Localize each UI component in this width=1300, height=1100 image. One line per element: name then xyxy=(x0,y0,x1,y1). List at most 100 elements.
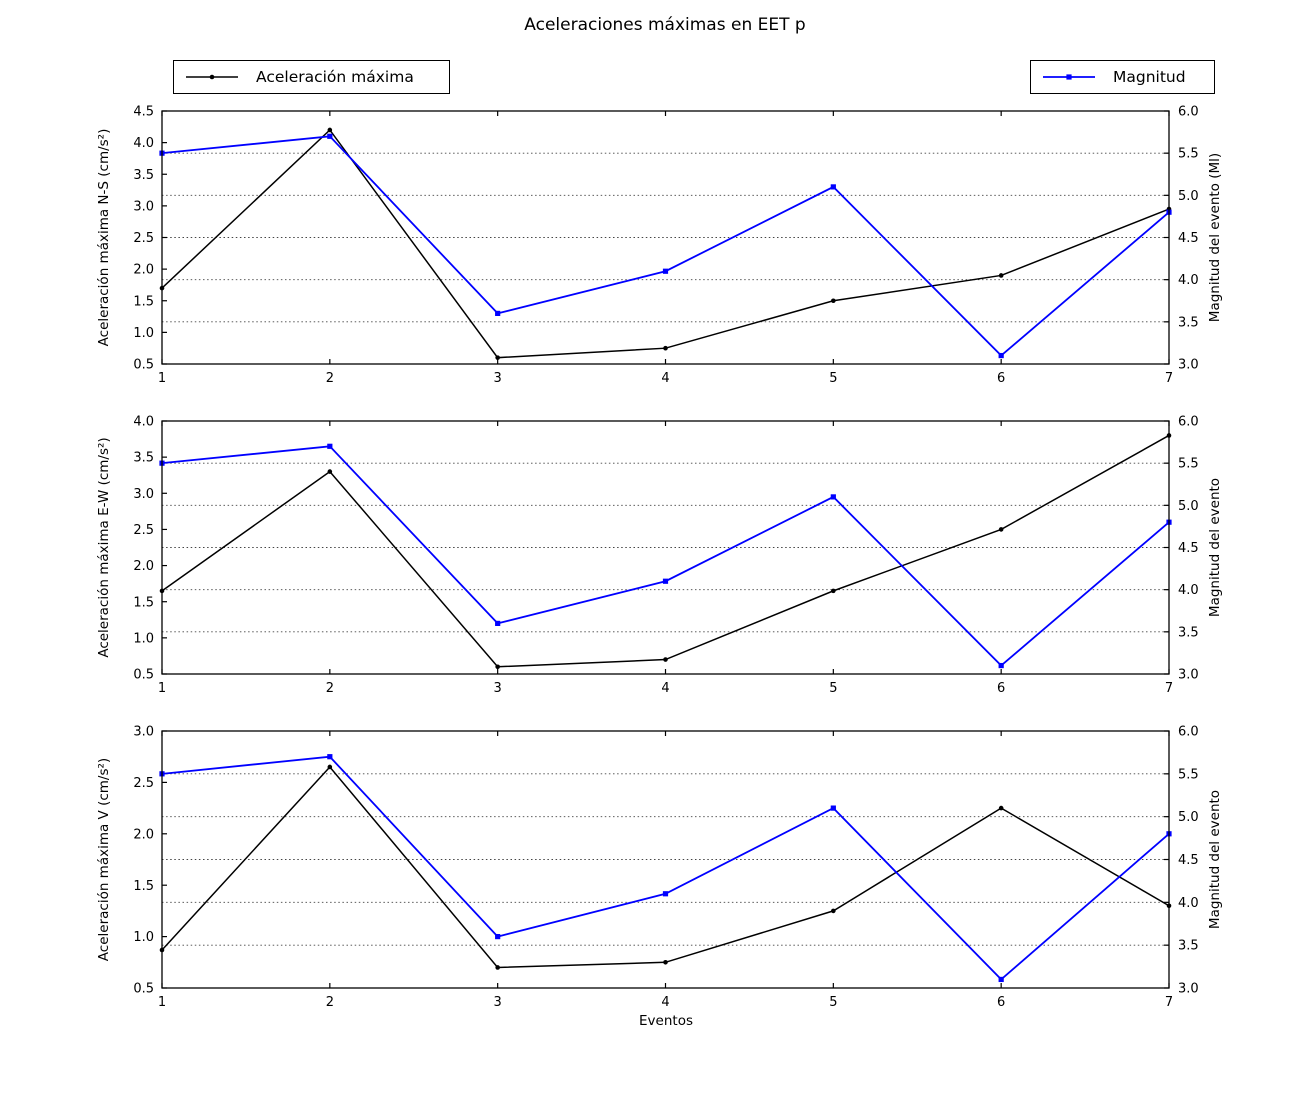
y-tick-label-left: 3.0 xyxy=(133,487,154,502)
y-tick-label-right: 5.0 xyxy=(1178,189,1199,204)
data-point-acceleration xyxy=(831,588,836,594)
x-tick-label: 6 xyxy=(997,371,1005,386)
y-tick-label-right: 3.0 xyxy=(1178,358,1199,373)
axis-label-left: Aceleración máxima E-W (cm/s²) xyxy=(96,437,112,657)
data-point-acceleration xyxy=(663,960,668,965)
data-point-acceleration xyxy=(495,965,500,970)
x-tick-label: 1 xyxy=(158,995,166,1010)
x-tick-label: 3 xyxy=(494,371,502,386)
data-point-acceleration xyxy=(495,664,500,670)
x-tick-label: 4 xyxy=(661,681,669,696)
y-tick-label-right: 6.0 xyxy=(1178,105,1199,120)
subplot-frame xyxy=(161,110,1170,365)
y-tick-label-right: 4.0 xyxy=(1178,583,1199,598)
y-tick-label-right: 3.5 xyxy=(1178,939,1199,954)
x-tick-label: 6 xyxy=(997,995,1005,1010)
data-point-magnitude xyxy=(998,976,1004,983)
x-tick-label: 2 xyxy=(326,995,334,1010)
x-tick-label: 3 xyxy=(494,995,502,1010)
y-tick-label-left: 1.5 xyxy=(133,294,154,309)
y-tick-label-left: 0.5 xyxy=(133,668,154,683)
legend-magnitude-label: Magnitud xyxy=(1113,68,1186,86)
y-tick-label-left: 0.5 xyxy=(133,982,154,997)
data-point-acceleration xyxy=(663,657,668,662)
y-tick-label-left: 2.5 xyxy=(133,776,154,791)
y-tick-label-right: 3.0 xyxy=(1178,668,1199,683)
data-point-magnitude xyxy=(495,620,501,626)
x-axis-label: Eventos xyxy=(639,1013,693,1029)
y-tick-label-left: 0.5 xyxy=(133,358,154,373)
series-line-acceleration xyxy=(161,765,1170,969)
data-point-acceleration xyxy=(831,908,836,914)
data-point-magnitude xyxy=(327,133,333,139)
y-tick-label-left: 2.0 xyxy=(133,827,154,842)
series-line-magnitude xyxy=(161,445,1170,667)
y-tick-label-right: 3.5 xyxy=(1178,315,1199,330)
y-tick-label-right: 4.5 xyxy=(1178,541,1199,556)
y-tick-label-right: 5.5 xyxy=(1178,767,1199,782)
x-tick-label: 5 xyxy=(829,681,837,696)
y-tick-label-right: 6.0 xyxy=(1178,725,1199,740)
series-line-acceleration xyxy=(161,128,1170,359)
data-point-acceleration xyxy=(495,355,500,360)
y-tick-label-left: 1.0 xyxy=(133,930,154,945)
x-tick-label: 7 xyxy=(1165,681,1173,696)
x-tick-label: 5 xyxy=(829,995,837,1010)
legend-magnitude: Magnitud xyxy=(1030,60,1215,94)
x-tick-label: 4 xyxy=(661,371,669,386)
data-point-magnitude xyxy=(495,310,501,316)
x-tick-label: 2 xyxy=(326,371,334,386)
y-tick-label-left: 3.0 xyxy=(133,725,154,740)
y-tick-label-left: 4.0 xyxy=(133,415,154,430)
figure-title: Aceleraciones máximas en EET p xyxy=(524,15,806,35)
y-tick-label-right: 5.5 xyxy=(1178,147,1199,162)
y-tick-label-right: 5.5 xyxy=(1178,457,1199,472)
y-tick-label-left: 2.0 xyxy=(133,263,154,278)
x-tick-label: 7 xyxy=(1165,995,1173,1010)
x-tick-label: 3 xyxy=(494,681,502,696)
x-tick-label: 5 xyxy=(829,371,837,386)
y-tick-label-left: 3.0 xyxy=(133,199,154,214)
data-point-magnitude xyxy=(830,184,836,190)
data-point-magnitude xyxy=(495,934,501,940)
y-tick-label-right: 3.5 xyxy=(1178,625,1199,640)
y-tick-label-right: 4.0 xyxy=(1178,273,1199,288)
y-tick-label-left: 2.5 xyxy=(133,523,154,538)
y-tick-label-left: 3.5 xyxy=(133,451,154,466)
data-point-acceleration xyxy=(327,127,333,133)
data-point-acceleration xyxy=(663,345,668,351)
data-point-acceleration xyxy=(831,298,836,304)
y-tick-label-left: 1.0 xyxy=(133,326,154,341)
x-tick-label: 4 xyxy=(661,995,669,1010)
axis-label-right: Magnitud del evento xyxy=(1207,478,1223,617)
data-point-magnitude xyxy=(830,494,836,500)
data-point-magnitude xyxy=(998,662,1004,669)
data-point-acceleration xyxy=(327,469,333,474)
data-point-acceleration xyxy=(998,527,1004,532)
y-tick-label-left: 2.0 xyxy=(133,559,154,574)
x-tick-label: 1 xyxy=(158,371,166,386)
x-tick-label: 1 xyxy=(158,681,166,696)
data-point-magnitude xyxy=(998,352,1004,359)
axis-label-right: Magnitud del evento xyxy=(1207,790,1223,929)
y-tick-label-right: 4.5 xyxy=(1178,231,1199,246)
data-point-magnitude xyxy=(327,443,333,449)
data-point-magnitude xyxy=(830,805,836,811)
x-tick-label: 6 xyxy=(997,681,1005,696)
y-tick-label-left: 1.5 xyxy=(133,879,154,894)
data-point-magnitude xyxy=(662,268,669,274)
data-point-acceleration xyxy=(327,764,333,770)
data-point-magnitude xyxy=(662,578,669,584)
data-point-acceleration xyxy=(998,805,1004,811)
y-tick-label-left: 1.0 xyxy=(133,631,154,646)
y-tick-label-right: 5.0 xyxy=(1178,499,1199,514)
subplot-frame xyxy=(161,420,1170,675)
data-point-magnitude xyxy=(662,891,669,897)
legend-acceleration-label: Aceleración máxima xyxy=(256,68,414,86)
y-tick-label-left: 2.5 xyxy=(133,231,154,246)
data-point-acceleration xyxy=(998,273,1004,278)
y-tick-label-left: 1.5 xyxy=(133,595,154,610)
y-tick-label-left: 3.5 xyxy=(133,168,154,183)
